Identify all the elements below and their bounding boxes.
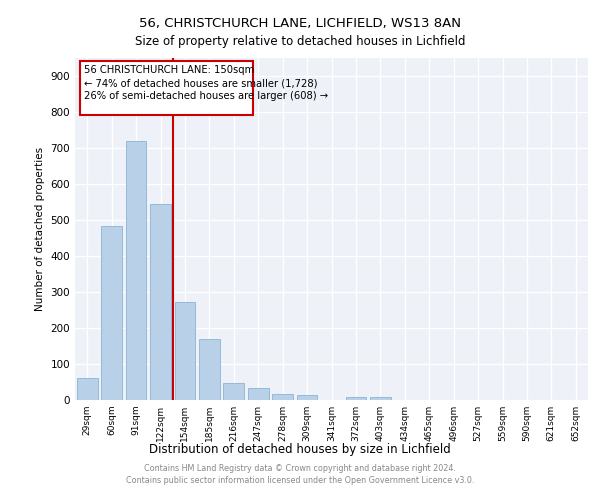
Text: Distribution of detached houses by size in Lichfield: Distribution of detached houses by size …: [149, 442, 451, 456]
FancyBboxPatch shape: [80, 61, 253, 115]
Bar: [296, 394, 317, 400]
Text: 56 CHRISTCHURCH LANE: 150sqm: 56 CHRISTCHURCH LANE: 150sqm: [83, 66, 254, 76]
Bar: [223, 384, 244, 400]
Text: Size of property relative to detached houses in Lichfield: Size of property relative to detached ho…: [135, 35, 465, 48]
Text: Contains HM Land Registry data © Crown copyright and database right 2024.: Contains HM Land Registry data © Crown c…: [144, 464, 456, 473]
Bar: [77, 378, 98, 400]
Bar: [248, 388, 269, 400]
Text: 56, CHRISTCHURCH LANE, LICHFIELD, WS13 8AN: 56, CHRISTCHURCH LANE, LICHFIELD, WS13 8…: [139, 18, 461, 30]
Bar: [370, 397, 391, 400]
Bar: [272, 394, 293, 400]
Text: 26% of semi-detached houses are larger (608) →: 26% of semi-detached houses are larger (…: [83, 90, 328, 101]
Y-axis label: Number of detached properties: Number of detached properties: [35, 146, 45, 311]
Bar: [199, 338, 220, 400]
Bar: [346, 397, 367, 400]
Bar: [101, 226, 122, 400]
Bar: [175, 302, 196, 400]
Text: ← 74% of detached houses are smaller (1,728): ← 74% of detached houses are smaller (1,…: [83, 78, 317, 88]
Text: Contains public sector information licensed under the Open Government Licence v3: Contains public sector information licen…: [126, 476, 474, 485]
Bar: [125, 141, 146, 400]
Bar: [150, 204, 171, 400]
